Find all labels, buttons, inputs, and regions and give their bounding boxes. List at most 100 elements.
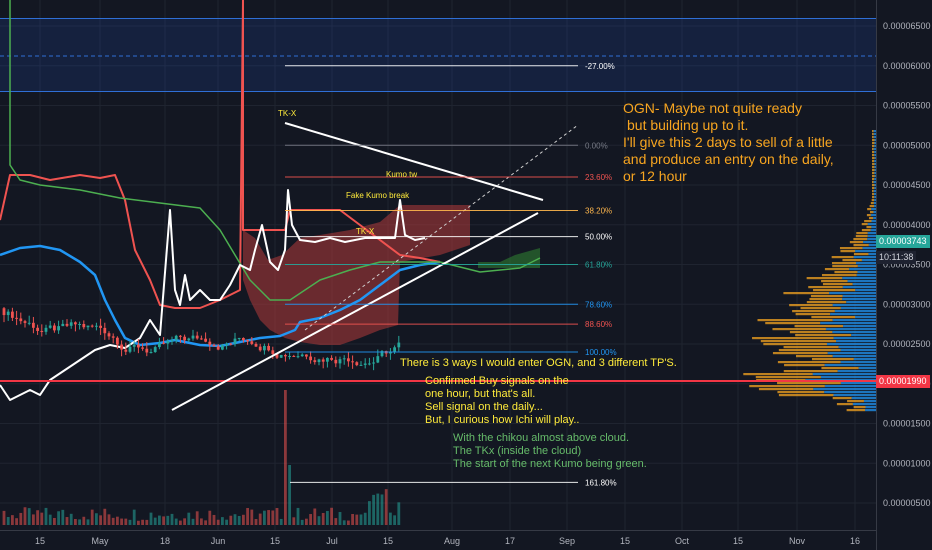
time-axis[interactable]: 15 May 18 Jun 15 Jul 15 Aug 17 Sep 15 Oct 15 Nov 16 [35,536,860,546]
fib-level-label: -27.00% [585,62,615,71]
volume-profile-bar [858,367,876,370]
candle-body [124,349,128,352]
date-tick-label: Jul [326,536,338,546]
volume-profile-bar [832,397,852,400]
price-tick-label: 0.00000500 [883,498,931,508]
volume-profile-bar [846,409,866,412]
supply-zone [0,18,876,92]
volume-profile-bar [813,388,876,391]
volume-profile-bar [869,205,875,208]
candle-body [342,358,346,360]
volume-profile-bar [872,178,875,181]
candle-body [57,326,60,331]
volume-profile-bar [856,232,868,235]
fib-level-label: 38.20% [585,206,612,215]
volume-profile-bar [872,130,874,133]
volume-profile-bar [846,301,876,304]
candle-body [174,335,178,341]
volume-profile-bar [821,367,859,370]
volume-profile-bar [813,289,856,292]
volume-bar [40,512,44,525]
volume-profile-bar [862,247,876,250]
volume-profile-bar [871,199,875,202]
volume-profile-bar [820,376,876,379]
candle-body [258,346,262,351]
volume-profile-bar [835,340,876,343]
volume-bar [221,517,224,525]
volume-profile-bar [843,325,876,328]
candle-body [149,352,153,354]
volume-profile-bar [812,373,876,376]
volume-profile-bar [811,358,854,361]
volume-bars [2,390,401,525]
candle-body [242,337,245,341]
candle-body [233,338,237,344]
volume-profile-bar [832,319,876,322]
candle-body [86,325,90,328]
volume-bar [120,518,123,525]
volume-bar [305,518,308,525]
volume-profile-bar [772,352,828,355]
volume-profile-bar [871,208,876,211]
volume-profile-bar [820,322,876,325]
candle-body [166,340,170,344]
volume-profile-bar [849,268,876,271]
candle-body [397,342,401,348]
volume-profile-bar [870,214,876,217]
volume-profile-bar [852,283,876,286]
volume-profile-bar [842,298,876,301]
title-line: I'll give this 2 days to sell of a littl… [623,134,833,150]
candle-body [300,354,304,357]
volume-bar [195,511,199,525]
volume-bar [393,515,396,525]
date-tick-label: 15 [270,536,280,546]
volume-bar [103,508,107,525]
volume-bar [271,510,275,525]
date-tick-label: 16 [850,536,860,546]
volume-bar [15,518,18,525]
volume-profile-bar [872,181,874,184]
volume-bar [95,513,98,525]
volume-profile-bar [868,244,876,247]
volume-profile-bar [847,400,864,403]
triangle-pattern[interactable] [171,122,579,411]
volume-bar [145,519,149,525]
volume-profile-bar [872,151,875,154]
volume-profile-bar [868,217,874,220]
volume-profile-bar [795,355,833,358]
volume-profile-bar [827,352,876,355]
volume-profile-bar [840,250,856,253]
volume-bar [116,516,119,525]
volume-profile-bar [763,343,827,346]
candle-body [158,342,161,348]
candle-body [179,335,182,337]
volume-bar [397,502,401,525]
volume-bar [162,516,165,525]
fib-retracement[interactable]: -27.00% 0.00% 23.60% 38.20% 50.00% 61.80% 78.6… [285,62,617,488]
volume-bar [326,510,329,525]
volume-profile-bar [830,313,876,316]
volume-bar [170,513,174,525]
candle-body [69,322,73,326]
volume-profile-bar [855,250,876,253]
volume-bar [179,520,182,525]
volume-profile-bar [870,202,874,205]
price-axis[interactable]: 0.00006500 0.00006000 0.00005500 0.00005000… [883,21,931,508]
candle-body [267,345,270,351]
volume-profile-bar [833,337,876,340]
volume-bar [107,514,111,525]
price-tick-label: 0.00005500 [883,101,931,111]
senkou-span-b-line [9,0,541,301]
date-tick-label: May [91,536,109,546]
candle-body [296,356,300,358]
volume-bar [376,493,380,525]
volume-profile-bar [834,310,876,313]
candle-body [111,336,115,338]
volume-bar [347,520,350,525]
volume-profile-bar [749,385,825,388]
volume-bar [23,507,27,525]
date-tick-label: Jun [211,536,226,546]
volume-profile-bar [851,397,876,400]
volume-bar [57,511,60,525]
